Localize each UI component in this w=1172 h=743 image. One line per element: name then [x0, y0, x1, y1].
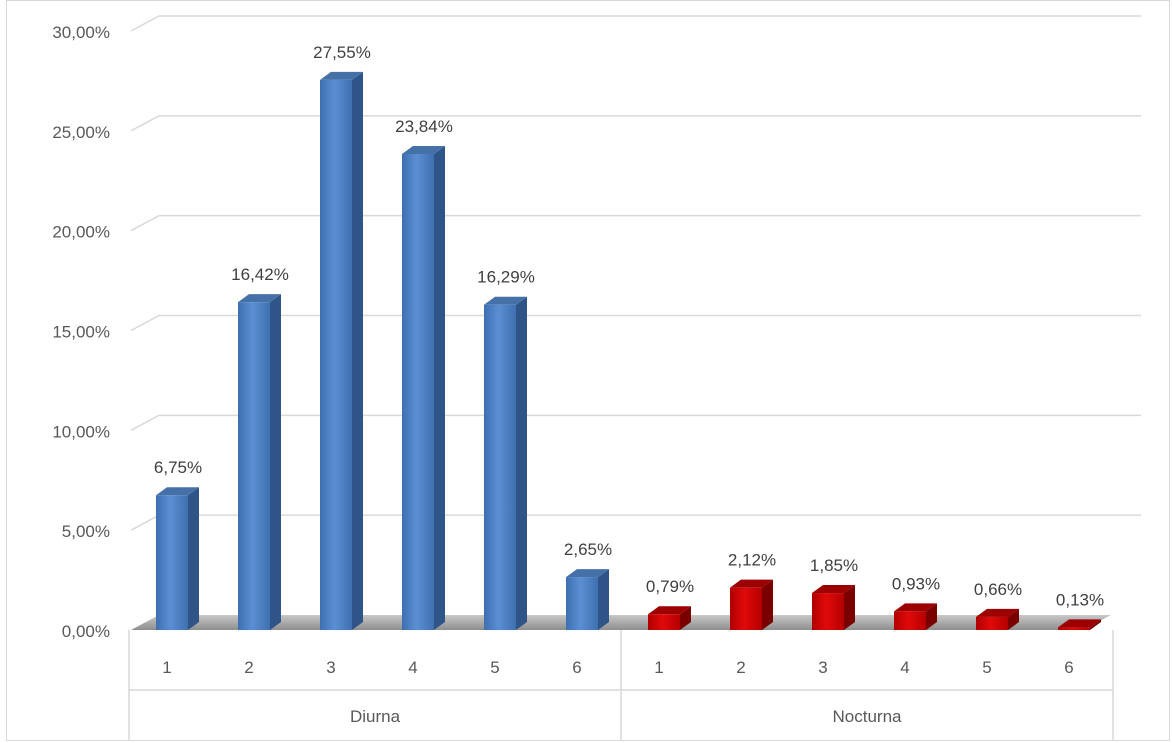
bar-side: [926, 603, 937, 630]
chart-frame: [6, 0, 1170, 741]
x-tick-label: 3: [326, 658, 335, 677]
bar: [730, 587, 762, 630]
floor-top: [131, 615, 1111, 630]
x-tick-label: 6: [1064, 658, 1073, 677]
x-group-label: Diurna: [350, 707, 401, 726]
bar: [976, 616, 1008, 630]
data-label: 0,93%: [892, 574, 940, 593]
bar: [648, 614, 680, 630]
data-label: 1,85%: [810, 556, 858, 575]
x-tick-label: 2: [244, 658, 253, 677]
x-tick-label: 5: [490, 658, 499, 677]
grid-line-stub: [130, 215, 160, 232]
data-label: 2,12%: [728, 551, 776, 570]
bar-side: [270, 294, 281, 630]
bar-side: [680, 606, 691, 630]
y-tick-label: 5,00%: [62, 522, 110, 541]
bar-top: [648, 606, 691, 615]
x-tick-label: 4: [900, 658, 909, 677]
bar-side: [434, 145, 445, 630]
bar: [566, 577, 598, 630]
grid-line-stub: [130, 414, 160, 431]
data-label: 0,66%: [974, 580, 1022, 599]
x-tick-label: 5: [982, 658, 991, 677]
bar-top: [976, 608, 1019, 617]
bar-top: [402, 145, 445, 154]
data-label: 16,29%: [477, 268, 535, 287]
x-group-label: Nocturna: [833, 707, 903, 726]
data-label: 2,65%: [564, 540, 612, 559]
bar-top: [238, 294, 281, 303]
chart-floor: [131, 615, 1111, 630]
grid-line-stub: [130, 314, 160, 332]
bar: [402, 153, 434, 630]
bar: [1058, 627, 1090, 630]
data-labels: 6,75% 16,42% 27,55% 23,84% 16,29% 2,65% 0,79% 2…: [154, 43, 1104, 609]
bar-side: [762, 579, 773, 630]
bars: [156, 71, 1101, 630]
grid-line-stub: [130, 115, 160, 132]
bar-top: [730, 579, 773, 588]
bar-top: [320, 71, 363, 80]
bar-side: [516, 296, 527, 630]
data-label: 0,13%: [1056, 590, 1104, 609]
data-label: 6,75%: [154, 458, 202, 477]
bar-side: [1008, 608, 1019, 630]
data-label: 27,55%: [313, 43, 371, 62]
bar-top: [156, 487, 199, 496]
data-label: 0,79%: [646, 577, 694, 596]
y-axis-tick-labels: 0,00% 5,00% 10,00% 15,00% 20,00% 25,00% 30,00%: [52, 23, 110, 641]
x-tick-label: 6: [572, 658, 581, 677]
bar: [238, 302, 270, 630]
bar-side: [1090, 619, 1101, 630]
bar: [894, 611, 926, 630]
bar: [812, 593, 844, 630]
y-tick-label: 0,00%: [62, 622, 110, 641]
data-label: 23,84%: [395, 117, 453, 136]
y-tick-label: 15,00%: [52, 323, 110, 342]
bar: [484, 304, 516, 630]
bar-top: [566, 569, 609, 578]
grid-line-stub: [130, 514, 160, 531]
y-tick-label: 25,00%: [52, 123, 110, 142]
grid-line-stub: [130, 15, 160, 32]
x-tick-label: 1: [654, 658, 663, 677]
y-tick-label: 30,00%: [52, 23, 110, 42]
bar-top: [1058, 619, 1101, 628]
y-tick-label: 20,00%: [52, 223, 110, 242]
x-tick-label: 1: [162, 658, 171, 677]
bar-side: [598, 569, 609, 630]
bar-top: [894, 603, 937, 612]
y-tick-label: 10,00%: [52, 422, 110, 441]
bar-top: [484, 296, 527, 305]
bar-side: [352, 71, 363, 630]
x-tick-label: 2: [736, 658, 745, 677]
bar-side: [188, 487, 199, 630]
x-tick-label: 3: [818, 658, 827, 677]
bar-side: [844, 585, 855, 630]
bar-top: [812, 585, 855, 594]
data-label: 16,42%: [231, 265, 289, 284]
x-tick-label: 4: [408, 658, 417, 677]
bar: [156, 495, 188, 630]
x-axis: 1 2 3 4 5 6 Diurna 1 2 3 4 5 6 Nocturna: [128, 630, 1114, 741]
bar: [320, 79, 352, 630]
